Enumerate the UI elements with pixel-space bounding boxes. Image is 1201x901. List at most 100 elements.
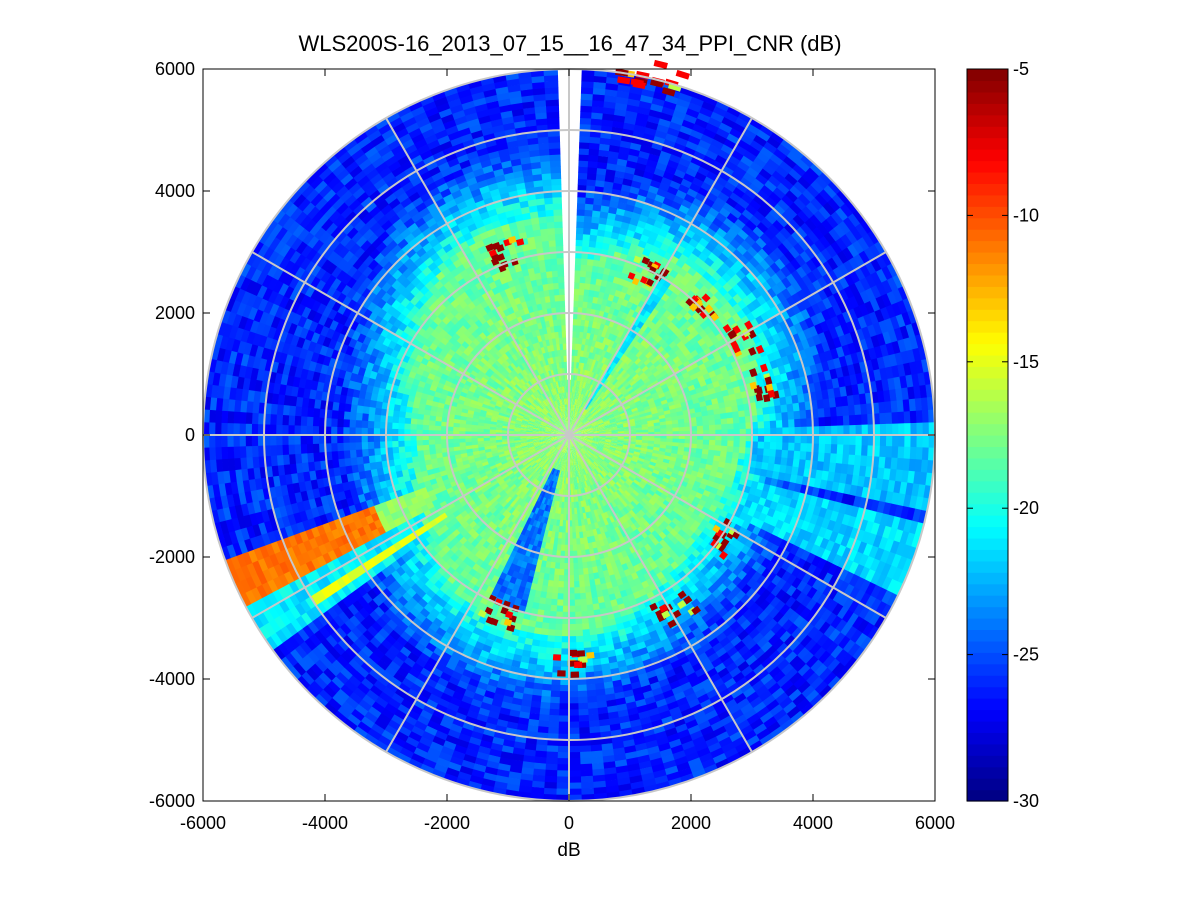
cnr-cell bbox=[673, 195, 686, 206]
cnr-cell bbox=[717, 191, 731, 204]
cnr-cell bbox=[574, 270, 582, 277]
cnr-cell bbox=[579, 368, 584, 376]
cnr-cell bbox=[599, 137, 612, 146]
cnr-cell bbox=[713, 133, 728, 145]
cnr-cell bbox=[584, 203, 595, 211]
cnr-cell bbox=[755, 173, 770, 186]
cnr-cell bbox=[622, 215, 633, 225]
cnr-cell bbox=[571, 355, 575, 363]
cnr-cell bbox=[588, 351, 593, 359]
cnr-cell bbox=[685, 107, 701, 119]
cnr-cell bbox=[608, 339, 616, 348]
cnr-cell bbox=[620, 221, 631, 231]
cnr-cell bbox=[603, 379, 609, 386]
cnr-cell bbox=[620, 346, 628, 355]
cnr-cell bbox=[606, 162, 618, 171]
cnr-cell bbox=[766, 136, 783, 150]
cnr-cell bbox=[680, 178, 694, 189]
cnr-cell bbox=[676, 163, 690, 174]
cnr-cell bbox=[570, 379, 574, 387]
cnr-cell bbox=[590, 352, 596, 360]
cnr-cell bbox=[593, 198, 604, 206]
cnr-cell bbox=[739, 176, 754, 190]
cnr-cell bbox=[586, 405, 592, 412]
cnr-cell bbox=[736, 138, 752, 152]
cnr-cell bbox=[818, 435, 826, 446]
cnr-cell bbox=[574, 411, 577, 418]
cnr-cell bbox=[703, 95, 720, 107]
cnr-cell bbox=[667, 185, 680, 196]
cnr-cell bbox=[587, 377, 593, 385]
cnr-cell bbox=[572, 318, 578, 326]
cnr-cell bbox=[577, 380, 581, 388]
cnr-cell bbox=[692, 90, 708, 102]
cnr-cell bbox=[580, 362, 585, 370]
cnr-cell bbox=[611, 341, 619, 350]
cnr-cell bbox=[584, 276, 592, 285]
cnr-cell bbox=[705, 149, 720, 161]
cnr-cell bbox=[683, 113, 699, 125]
cnr-cell bbox=[922, 435, 930, 450]
cnr-cell bbox=[579, 414, 584, 421]
cnr-cell bbox=[580, 374, 585, 382]
cnr-cell bbox=[654, 129, 669, 140]
cnr-cell bbox=[571, 349, 576, 356]
cnr-cell bbox=[921, 409, 930, 425]
cnr-cell bbox=[658, 118, 673, 128]
cnr-cell bbox=[574, 398, 577, 406]
cnr-cell bbox=[574, 282, 581, 290]
cnr-cell bbox=[650, 205, 662, 215]
cnr-cell bbox=[766, 158, 781, 172]
cnr-cell bbox=[591, 265, 600, 273]
cnr-cell bbox=[587, 166, 599, 175]
cnr-cell bbox=[579, 282, 586, 290]
cnr-cell bbox=[575, 419, 581, 426]
cnr-cell bbox=[681, 198, 694, 210]
cnr-cell bbox=[575, 380, 579, 387]
cnr-cell bbox=[671, 148, 685, 159]
cnr-cell bbox=[581, 401, 586, 408]
cnr-cell bbox=[594, 366, 600, 374]
cnr-cell bbox=[879, 435, 887, 448]
cnr-cell bbox=[855, 435, 863, 447]
cnr-cell bbox=[577, 343, 583, 351]
cnr-cell bbox=[584, 410, 589, 417]
cnr-cell bbox=[903, 411, 911, 425]
cnr-cell bbox=[688, 161, 702, 173]
cnr-cell bbox=[595, 278, 603, 286]
cnr-cell bbox=[596, 272, 605, 281]
cnr-cell bbox=[577, 405, 581, 413]
cnr-cell bbox=[589, 371, 595, 379]
cnr-cell bbox=[746, 144, 762, 158]
cnr-cell bbox=[574, 263, 582, 271]
cnr-cell bbox=[598, 362, 605, 370]
cnr-cell bbox=[603, 180, 615, 189]
cnr-cell bbox=[626, 343, 635, 352]
cnr-cell bbox=[779, 160, 794, 175]
cnr-cell bbox=[579, 142, 591, 150]
cnr-cell bbox=[613, 328, 621, 337]
cnr-cell bbox=[842, 444, 850, 456]
cnr-cell bbox=[730, 170, 745, 183]
cnr-cell bbox=[663, 138, 677, 149]
cnr-cell bbox=[620, 332, 628, 341]
cnr-cell bbox=[576, 227, 585, 235]
cnr-cell bbox=[757, 205, 771, 219]
cnr-cell bbox=[861, 414, 869, 427]
cnr-cell bbox=[860, 445, 869, 458]
cnr-cell bbox=[571, 343, 576, 350]
cnr-cell bbox=[588, 384, 594, 392]
cnr-cell bbox=[681, 119, 697, 131]
cnr-cell bbox=[594, 395, 600, 402]
cnr-cell bbox=[591, 393, 597, 400]
cnr-cell bbox=[636, 320, 645, 330]
cnr-cell bbox=[571, 410, 574, 417]
cnr-cell bbox=[659, 150, 673, 161]
cnr-cell bbox=[623, 209, 634, 219]
cnr-cell bbox=[677, 130, 692, 142]
cnr-cell bbox=[586, 357, 592, 365]
cnr-cell bbox=[571, 367, 574, 375]
cnr-cell bbox=[595, 347, 601, 355]
cnr-cell bbox=[575, 233, 584, 241]
cnr-cell bbox=[603, 344, 610, 352]
